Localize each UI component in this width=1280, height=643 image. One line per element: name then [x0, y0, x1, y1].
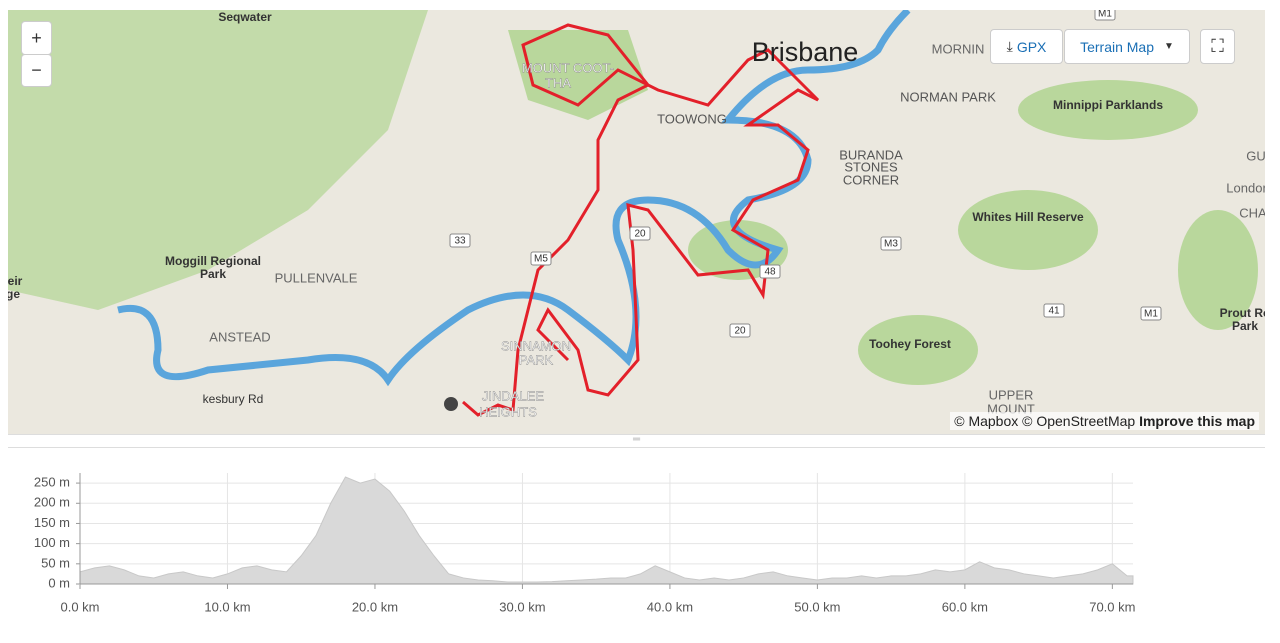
map-label: PULLENVALE	[275, 270, 358, 285]
zoom-in[interactable]: +	[21, 21, 52, 55]
map-label: PARK	[519, 352, 554, 367]
x-tick-label: 30.0 km	[499, 599, 545, 614]
map-label: Park	[1232, 319, 1258, 333]
map-label: THA	[545, 75, 571, 90]
map[interactable]: Seqwater MOUNT COOT-THA Brisbane MORNIN NORM…	[8, 10, 1265, 434]
road-shield-label: 48	[764, 267, 776, 278]
map-label: Toohey Forest	[869, 337, 951, 351]
resize-handle[interactable]: ═	[8, 434, 1265, 448]
road-shield	[449, 233, 471, 248]
road-shield	[629, 226, 651, 241]
x-tick-label: 0.0 km	[60, 599, 99, 614]
y-tick-label: 150 m	[34, 515, 70, 530]
y-tick-label: 100 m	[34, 535, 70, 550]
map-label: GU	[1246, 148, 1265, 163]
gpx-label: GPX	[1016, 38, 1047, 55]
map-label: TOOWONG	[657, 111, 727, 126]
elevation-area	[79, 476, 1134, 585]
road-shield	[759, 264, 781, 279]
x-tick-label: 50.0 km	[794, 599, 840, 614]
map-label: ge	[8, 287, 20, 301]
map-label: Seqwater	[218, 10, 272, 24]
map-label: SINNAMON	[501, 338, 571, 353]
map-style-label: Terrain Map	[1080, 38, 1154, 55]
fullscreen-button[interactable]: ⛶	[1200, 29, 1235, 64]
map-label: Brisbane	[752, 37, 859, 67]
map-label: BURANDA	[839, 147, 903, 162]
road-shield-label: 20	[634, 229, 646, 240]
road-shield-label: 20	[734, 326, 746, 337]
map-label: CORNER	[843, 172, 899, 187]
x-tick-label: 60.0 km	[942, 599, 988, 614]
map-label: Minnippi Parklands	[1053, 98, 1163, 112]
map-label: Moggill Regional	[165, 254, 261, 268]
road-shield	[1043, 303, 1065, 318]
map-label: HEIGHTS	[479, 404, 537, 419]
map-label: STONES	[844, 159, 898, 174]
map-label: NORMAN PARK	[900, 89, 996, 104]
map-label: UPPER	[989, 387, 1034, 402]
improve-link[interactable]: Improve this map	[1139, 413, 1255, 429]
map-label: MORNIN	[932, 41, 985, 56]
map-label: eir	[8, 274, 23, 288]
road-shield	[729, 323, 751, 338]
map-label: Prout Ro	[1220, 306, 1265, 320]
y-tick-label: 200 m	[34, 495, 70, 510]
elevation-chart: 0 m 50 m 100 m 150 m 200 m 250 m 0.0 km 10.0 km…	[34, 473, 1135, 614]
x-tick-label: 70.0 km	[1089, 599, 1135, 614]
map-label: ANSTEAD	[209, 329, 270, 344]
x-tick-label: 20.0 km	[352, 599, 398, 614]
map-label: CHA	[1239, 205, 1265, 220]
x-tick-label: 40.0 km	[647, 599, 693, 614]
map-label: Whites Hill Reserve	[972, 210, 1084, 224]
parks	[8, 10, 1258, 385]
y-tick-label: 0 m	[48, 575, 70, 590]
zoom-out[interactable]: −	[21, 54, 52, 87]
road-shield	[530, 251, 552, 266]
road-shield-label: 41	[1048, 306, 1060, 317]
road-shield	[1094, 10, 1116, 21]
map-label: kesbury Rd	[203, 392, 264, 406]
start-marker	[444, 397, 458, 411]
road-shield	[880, 236, 902, 251]
road-shield-label: 33	[454, 236, 466, 247]
road-shield	[1140, 306, 1162, 321]
x-tick-label: 10.0 km	[204, 599, 250, 614]
road-shield-label: M5	[534, 254, 548, 265]
attribution-text: © Mapbox © OpenStreetMap	[954, 413, 1136, 429]
river	[117, 10, 911, 387]
map-label: JINDALEE	[482, 388, 544, 403]
y-tick-label: 250 m	[34, 475, 70, 490]
map-label: Park	[200, 267, 226, 281]
y-tick-label: 50 m	[41, 555, 70, 570]
map-label: MOUNT COOT-	[522, 60, 614, 75]
road-shield-label: M1	[1098, 10, 1112, 20]
attribution: © Mapbox © OpenStreetMap Improve this ma…	[950, 412, 1259, 430]
map-label: London	[1226, 180, 1265, 195]
road-shield-label: M1	[1144, 309, 1158, 320]
road-shield-label: M3	[884, 239, 898, 250]
gpx-button[interactable]: ⤓ GPX	[990, 29, 1063, 64]
map-style-dropdown[interactable]: Terrain Map ▼	[1064, 29, 1190, 64]
